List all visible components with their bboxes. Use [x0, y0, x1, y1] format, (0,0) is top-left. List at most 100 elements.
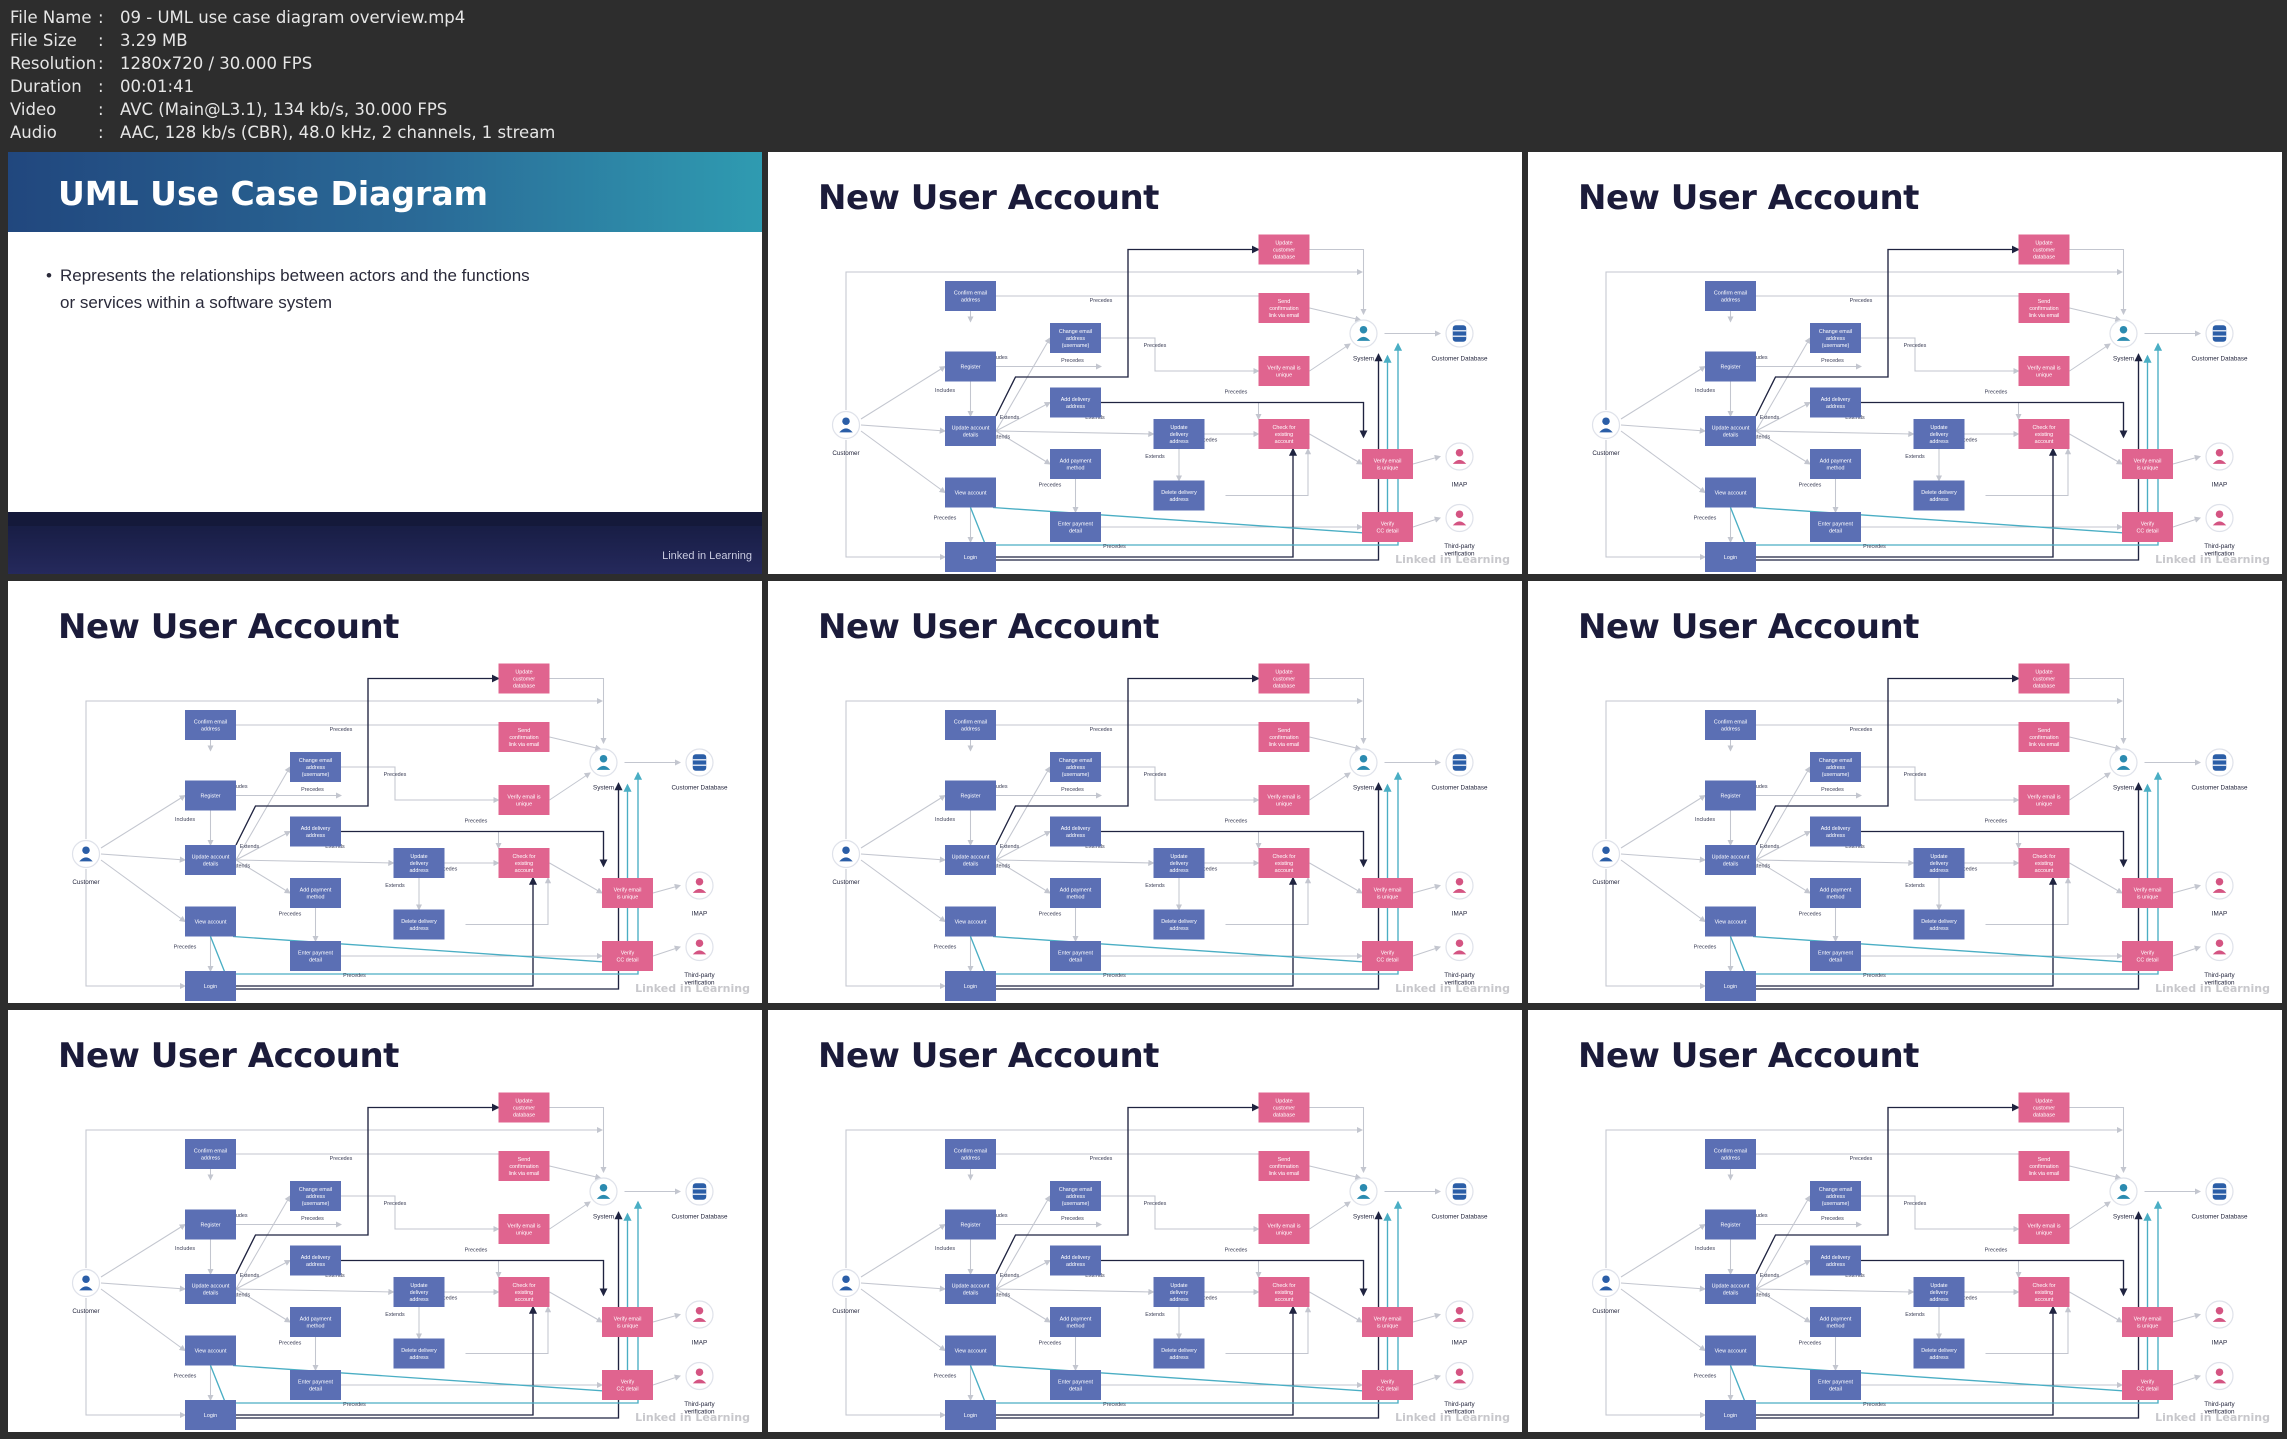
actor-custdb[interactable]: Customer Database: [1432, 1177, 1488, 1221]
use-case-enterpay[interactable]: Enter payment detail: [1810, 941, 1861, 971]
use-case-login[interactable]: Login: [1705, 542, 1756, 572]
use-case-updacc[interactable]: Update account details: [185, 1274, 236, 1304]
use-case-addpay[interactable]: Add payment method: [290, 1307, 341, 1337]
actor-imap[interactable]: IMAP: [685, 1300, 714, 1347]
use-case-verifyuniq[interactable]: Verify email is unique: [498, 785, 550, 815]
thumbnail-diagram-slide[interactable]: New User Account Precedes Includes Precede…: [1528, 152, 2282, 574]
use-case-addpay[interactable]: Add payment method: [1810, 449, 1861, 479]
use-case-addpay[interactable]: Add payment method: [1810, 1307, 1861, 1337]
use-case-addpay[interactable]: Add payment method: [1050, 1307, 1101, 1337]
use-case-register[interactable]: Register: [945, 780, 996, 811]
use-case-verifyemail[interactable]: Verify email is unique: [1362, 1307, 1413, 1337]
thumbnail-diagram-slide[interactable]: New User Account Precedes Includes Precede…: [768, 581, 1522, 1003]
actor-custdb[interactable]: Customer Database: [1432, 748, 1488, 792]
use-case-enterpay[interactable]: Enter payment detail: [1050, 941, 1101, 971]
use-case-updacc[interactable]: Update account details: [945, 1274, 996, 1304]
use-case-confirm[interactable]: Confirm email address: [1705, 1139, 1756, 1169]
thumbnail-diagram-slide[interactable]: New User Account Precedes Includes Precede…: [1528, 1010, 2282, 1432]
use-case-confirm[interactable]: Confirm email address: [1705, 281, 1756, 311]
use-case-verifyuniq[interactable]: Verify email is unique: [1258, 1214, 1310, 1244]
actor-custdb[interactable]: Customer Database: [672, 748, 728, 792]
use-case-addpay[interactable]: Add payment method: [1810, 878, 1861, 908]
use-case-verifyuniq[interactable]: Verify email is unique: [2018, 356, 2070, 386]
use-case-verifyemail[interactable]: Verify email is unique: [602, 878, 653, 908]
thumbnail-diagram-slide[interactable]: New User Account Precedes Includes Precede…: [8, 581, 762, 1003]
use-case-viewacc[interactable]: View account: [1705, 1335, 1756, 1366]
actor-system[interactable]: System: [2109, 1177, 2138, 1221]
actor-custdb[interactable]: Customer Database: [2192, 319, 2248, 363]
actor-system[interactable]: System: [589, 748, 618, 792]
use-case-register[interactable]: Register: [1705, 780, 1756, 811]
actor-imap[interactable]: IMAP: [1445, 442, 1474, 489]
actor-imap[interactable]: IMAP: [1445, 871, 1474, 918]
use-case-enterpay[interactable]: Enter payment detail: [1810, 512, 1861, 542]
use-case-viewacc[interactable]: View account: [1705, 477, 1756, 508]
use-case-verifyuniq[interactable]: Verify email is unique: [2018, 785, 2070, 815]
use-case-enterpay[interactable]: Enter payment detail: [1050, 1370, 1101, 1400]
actor-customer[interactable]: Customer: [1591, 410, 1621, 458]
actor-custdb[interactable]: Customer Database: [672, 1177, 728, 1221]
actor-system[interactable]: System: [2109, 319, 2138, 363]
use-case-addpay[interactable]: Add payment method: [1050, 449, 1101, 479]
actor-custdb[interactable]: Customer Database: [1432, 319, 1488, 363]
use-case-viewacc[interactable]: View account: [185, 906, 236, 937]
use-case-register[interactable]: Register: [1705, 1209, 1756, 1240]
actor-system[interactable]: System: [589, 1177, 618, 1221]
use-case-viewacc[interactable]: View account: [945, 477, 996, 508]
actor-customer[interactable]: Customer: [1591, 1268, 1621, 1316]
thumbnail-intro-slide[interactable]: UML Use Case Diagram • Represents the re…: [8, 152, 762, 574]
use-case-addpay[interactable]: Add payment method: [290, 878, 341, 908]
actor-customer[interactable]: Customer: [71, 839, 101, 887]
actor-customer[interactable]: Customer: [831, 410, 861, 458]
use-case-verifycc[interactable]: Verify CC detail: [2122, 512, 2173, 542]
use-case-verifyemail[interactable]: Verify email is unique: [1362, 449, 1413, 479]
use-case-login[interactable]: Login: [945, 1400, 996, 1430]
use-case-confirm[interactable]: Confirm email address: [945, 1139, 996, 1169]
use-case-updacc[interactable]: Update account details: [1705, 416, 1756, 446]
use-case-verifyuniq[interactable]: Verify email is unique: [498, 1214, 550, 1244]
use-case-verifycc[interactable]: Verify CC detail: [602, 1370, 653, 1400]
use-case-updacc[interactable]: Update account details: [1705, 1274, 1756, 1304]
use-case-verifyuniq[interactable]: Verify email is unique: [1258, 785, 1310, 815]
actor-customer[interactable]: Customer: [1591, 839, 1621, 887]
actor-customer[interactable]: Customer: [831, 839, 861, 887]
use-case-addpay[interactable]: Add payment method: [1050, 878, 1101, 908]
actor-system[interactable]: System: [1349, 748, 1378, 792]
actor-customer[interactable]: Customer: [71, 1268, 101, 1316]
actor-custdb[interactable]: Customer Database: [2192, 748, 2248, 792]
use-case-login[interactable]: Login: [945, 971, 996, 1001]
use-case-viewacc[interactable]: View account: [1705, 906, 1756, 937]
